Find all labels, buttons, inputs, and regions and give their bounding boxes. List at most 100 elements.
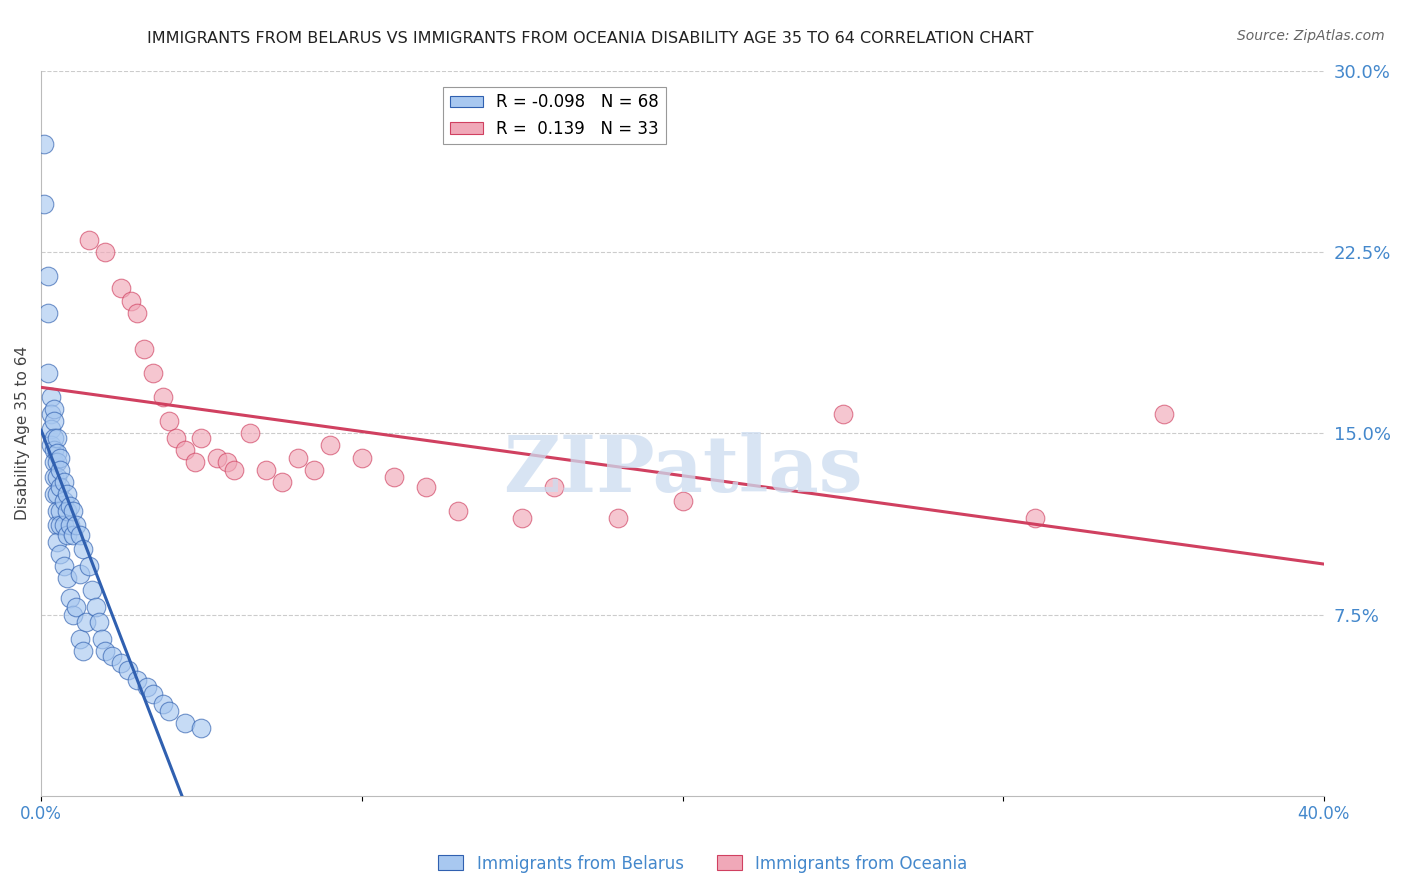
Point	[65, 518, 87, 533]
Point	[152, 697, 174, 711]
Point	[319, 438, 342, 452]
Point	[55, 528, 77, 542]
Point	[46, 446, 69, 460]
Point	[42, 487, 65, 501]
Point	[52, 475, 75, 489]
Point	[207, 450, 229, 465]
Point	[543, 479, 565, 493]
Text: IMMIGRANTS FROM BELARUS VS IMMIGRANTS FROM OCEANIA DISABILITY AGE 35 TO 64 CORRE: IMMIGRANTS FROM BELARUS VS IMMIGRANTS FR…	[148, 31, 1033, 46]
Point	[69, 528, 91, 542]
Point	[42, 414, 65, 428]
Point	[37, 269, 59, 284]
Point	[127, 673, 149, 687]
Point	[136, 680, 159, 694]
Point	[238, 426, 260, 441]
Point	[382, 470, 405, 484]
Point	[174, 443, 197, 458]
Point	[69, 566, 91, 581]
Point	[49, 518, 72, 533]
Point	[222, 463, 245, 477]
Point	[287, 450, 309, 465]
Point	[39, 407, 62, 421]
Point	[39, 421, 62, 435]
Point	[82, 583, 104, 598]
Point	[52, 494, 75, 508]
Point	[62, 607, 84, 622]
Y-axis label: Disability Age 35 to 64: Disability Age 35 to 64	[15, 346, 30, 520]
Point	[42, 455, 65, 469]
Point	[117, 663, 139, 677]
Point	[39, 438, 62, 452]
Point	[100, 648, 122, 663]
Point	[59, 591, 82, 605]
Point	[415, 479, 437, 493]
Point	[46, 535, 69, 549]
Point	[1153, 407, 1175, 421]
Point	[671, 494, 693, 508]
Point	[120, 293, 142, 308]
Point	[184, 455, 207, 469]
Point	[217, 455, 239, 469]
Point	[62, 528, 84, 542]
Point	[127, 305, 149, 319]
Point	[77, 559, 100, 574]
Point	[157, 414, 180, 428]
Point	[132, 342, 155, 356]
Point	[190, 721, 212, 735]
Point	[110, 281, 132, 295]
Point	[75, 615, 97, 629]
Point	[42, 402, 65, 417]
Point	[94, 644, 117, 658]
Point	[55, 487, 77, 501]
Point	[62, 504, 84, 518]
Point	[142, 687, 165, 701]
Point	[37, 366, 59, 380]
Point	[607, 511, 630, 525]
Point	[55, 504, 77, 518]
Point	[34, 136, 56, 151]
Point	[37, 305, 59, 319]
Point	[59, 518, 82, 533]
Point	[34, 197, 56, 211]
Point	[87, 615, 110, 629]
Text: ZIPatlas: ZIPatlas	[503, 432, 862, 508]
Text: Source: ZipAtlas.com: Source: ZipAtlas.com	[1237, 29, 1385, 43]
Point	[165, 431, 187, 445]
Point	[94, 245, 117, 260]
Point	[142, 366, 165, 380]
Point	[49, 479, 72, 493]
Point	[39, 390, 62, 404]
Point	[46, 455, 69, 469]
Point	[49, 450, 72, 465]
Point	[72, 542, 94, 557]
Point	[52, 559, 75, 574]
Point	[46, 470, 69, 484]
Point	[65, 600, 87, 615]
Point	[447, 504, 470, 518]
Point	[350, 450, 373, 465]
Point	[42, 431, 65, 445]
Point	[174, 716, 197, 731]
Point	[52, 518, 75, 533]
Point	[59, 499, 82, 513]
Point	[152, 390, 174, 404]
Point	[46, 431, 69, 445]
Point	[49, 504, 72, 518]
Point	[42, 443, 65, 458]
Legend: Immigrants from Belarus, Immigrants from Oceania: Immigrants from Belarus, Immigrants from…	[432, 848, 974, 880]
Point	[46, 504, 69, 518]
Point	[831, 407, 853, 421]
Point	[72, 644, 94, 658]
Point	[84, 600, 107, 615]
Point	[46, 518, 69, 533]
Point	[510, 511, 533, 525]
Point	[1024, 511, 1046, 525]
Point	[110, 656, 132, 670]
Point	[49, 547, 72, 561]
Point	[49, 463, 72, 477]
Point	[55, 571, 77, 585]
Point	[42, 470, 65, 484]
Point	[91, 632, 114, 646]
Legend: R = -0.098   N = 68, R =  0.139   N = 33: R = -0.098 N = 68, R = 0.139 N = 33	[443, 87, 665, 145]
Point	[254, 463, 277, 477]
